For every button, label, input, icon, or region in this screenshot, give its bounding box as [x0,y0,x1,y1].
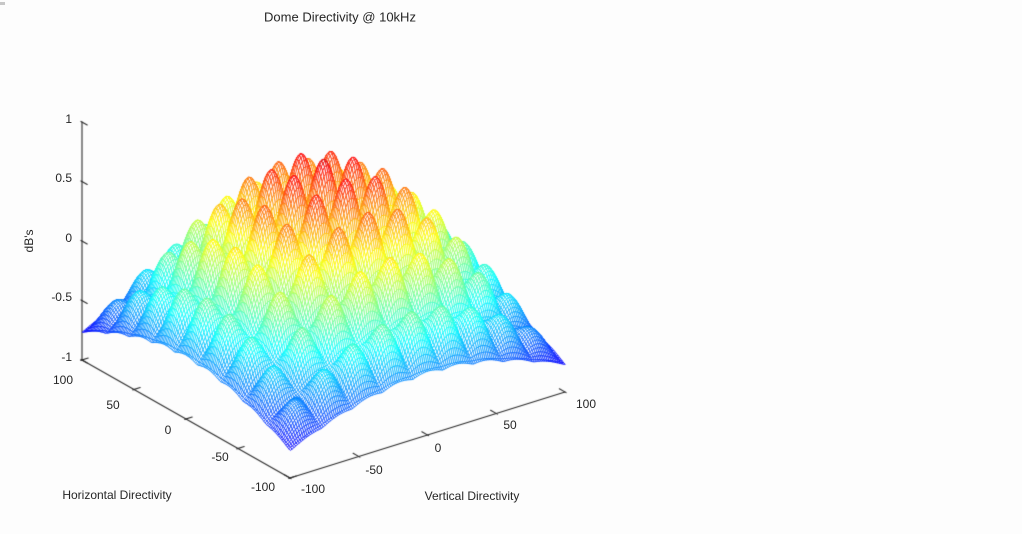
x-tick-label: -50 [211,450,229,464]
scan-artifact [0,2,5,5]
y-tick-label: 50 [503,418,517,432]
z-tick-label: -0.5 [51,290,72,304]
y-tick-label: -100 [300,482,326,496]
y-tick-label: 0 [434,441,442,455]
x-tick-label: 50 [106,398,120,412]
x-axis-label: Horizontal Directivity [62,488,172,502]
x-tick-label: 100 [52,373,74,387]
y-tick-label: -50 [365,463,383,477]
z-tick-label: 0 [65,231,72,245]
z-tick-label: 0.5 [55,171,72,185]
z-tick-label: 1 [65,112,72,126]
z-tick-label: -1 [61,350,72,364]
y-axis-label: Vertical Directivity [424,489,520,503]
y-tick-label: 100 [575,397,597,411]
chart-title: Dome Directivity @ 10kHz [264,9,416,25]
x-tick-label: -100 [250,480,276,494]
x-tick-label: 0 [164,423,172,437]
z-axis-label: dB's [22,229,36,253]
